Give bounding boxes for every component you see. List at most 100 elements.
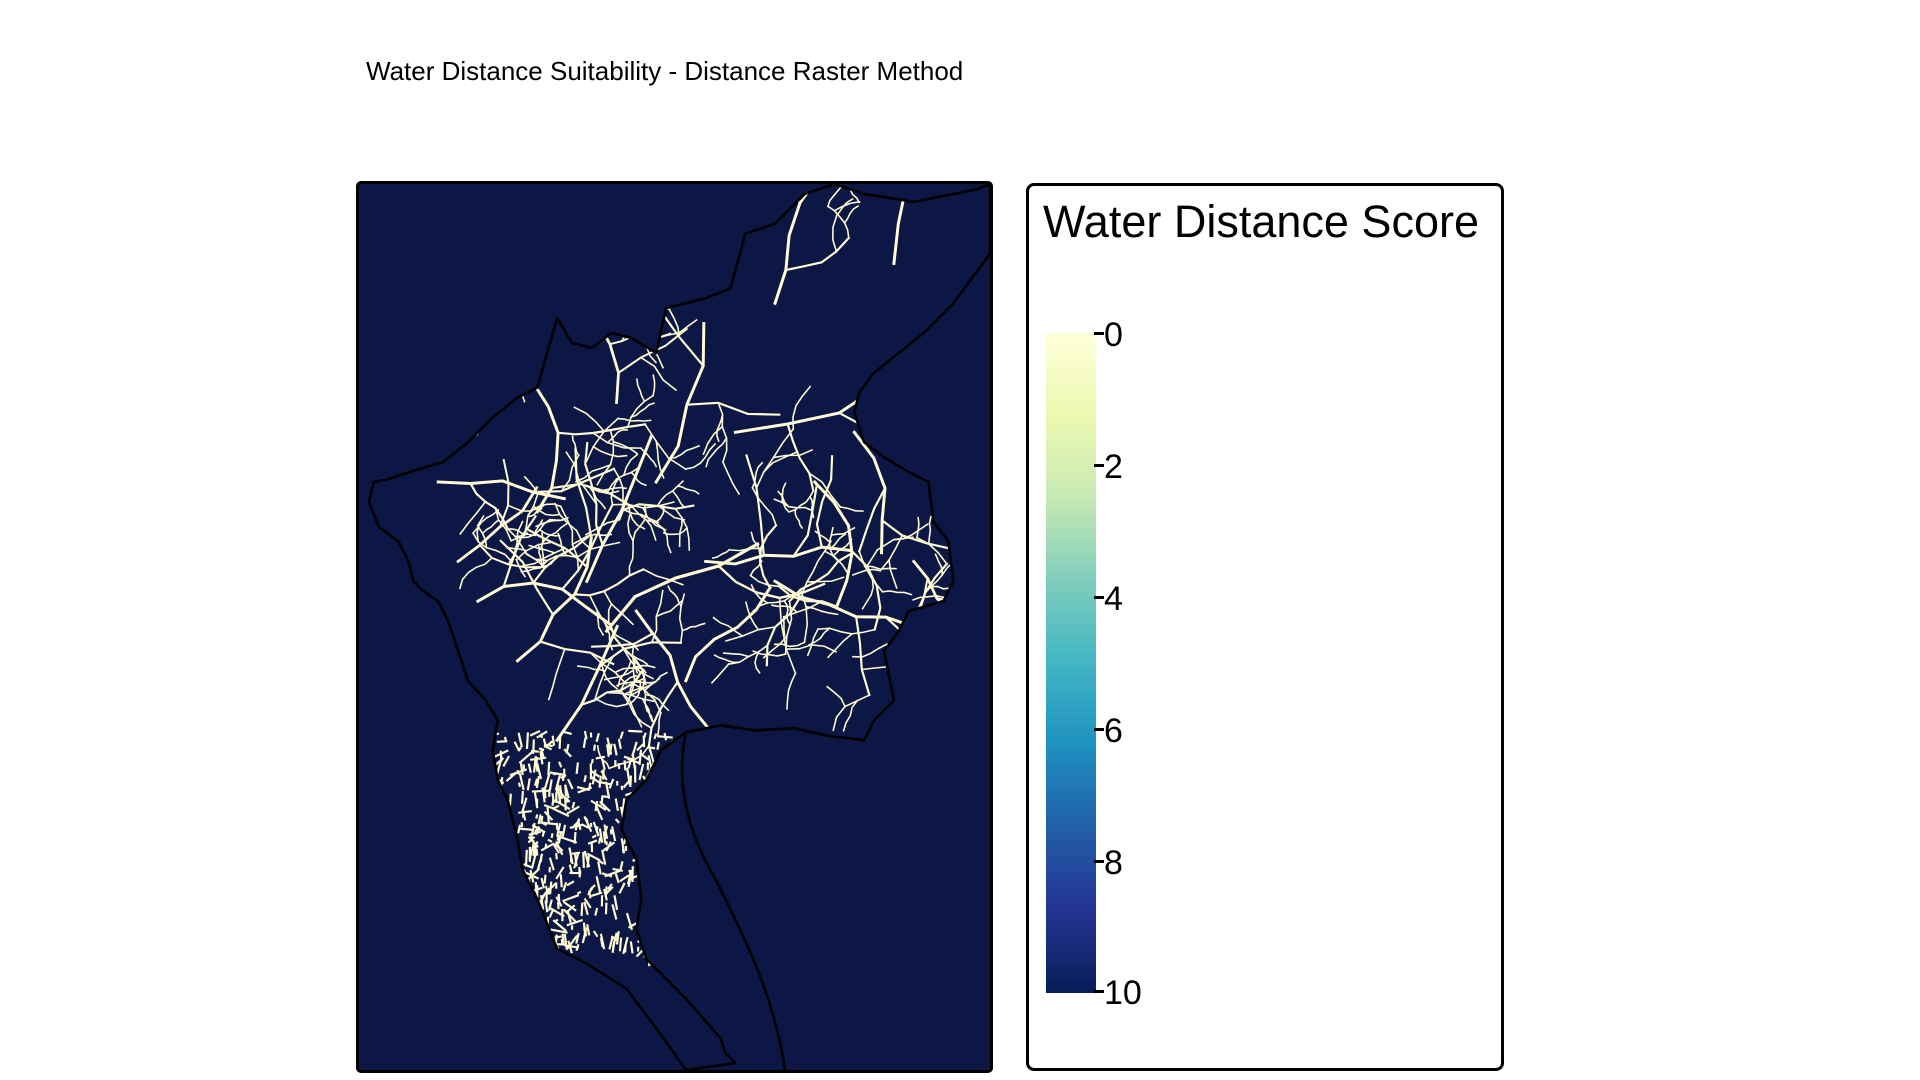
delta-channel: [535, 848, 539, 856]
delta-channel: [525, 732, 529, 750]
delta-channel: [540, 877, 545, 889]
delta-channel: [555, 896, 563, 907]
stream-segment: [642, 568, 684, 586]
stream-segment: [639, 446, 658, 468]
stream-segment: [612, 467, 625, 521]
stream-segment: [574, 447, 593, 539]
stream-segment: [533, 519, 544, 536]
delta-channel: [535, 762, 543, 780]
coastline: [680, 732, 787, 1070]
stream-segment: [912, 595, 945, 601]
delta-channel: [551, 792, 556, 803]
stream-segment: [556, 423, 647, 436]
delta-channel: [556, 785, 562, 804]
delta-channel: [608, 743, 613, 755]
delta-channel: [543, 810, 554, 821]
stream-segment: [596, 609, 605, 636]
stream-segment: [634, 609, 711, 731]
delta-channel: [591, 834, 597, 839]
legend-label-4: 4: [1104, 580, 1123, 618]
delta-channel: [566, 805, 580, 815]
stream-segment: [880, 518, 952, 550]
stream-segment: [593, 656, 614, 702]
stream-segment: [830, 526, 856, 536]
delta-channel: [600, 795, 604, 806]
delta-channel: [619, 731, 624, 740]
delta-channel: [597, 837, 602, 844]
delta-channel: [612, 867, 623, 872]
stream-segment: [652, 374, 656, 397]
delta-channel: [614, 798, 620, 812]
delta-channel: [547, 899, 553, 911]
stream-segment: [685, 401, 781, 416]
delta-channel: [561, 933, 565, 945]
stream-segment: [655, 440, 665, 479]
delta-channel: [556, 902, 560, 910]
delta-channel: [656, 741, 660, 750]
stream-segment: [540, 532, 545, 568]
delta-channel: [555, 822, 559, 831]
delta-channel: [597, 861, 602, 875]
delta-channel: [536, 730, 548, 739]
delta-channel: [590, 799, 607, 811]
stream-segment: [842, 699, 859, 732]
delta-channel: [552, 842, 561, 854]
delta-channel: [547, 761, 551, 776]
stream-segment: [712, 616, 744, 638]
stream-segment: [595, 698, 628, 708]
delta-channel: [629, 775, 633, 787]
stream-segment: [857, 486, 887, 553]
stream-segment: [858, 550, 884, 593]
delta-channel: [538, 747, 545, 752]
delta-channel: [583, 897, 592, 909]
delta-channel: [559, 785, 563, 800]
delta-channel: [575, 762, 580, 775]
stream-segment: [565, 451, 598, 506]
delta-channel: [555, 840, 564, 856]
stream-segment: [852, 430, 887, 555]
stream-segment: [832, 214, 838, 253]
delta-channel: [548, 779, 553, 791]
delta-channel: [562, 881, 568, 892]
stream-segment: [596, 429, 615, 486]
stream-segment: [657, 504, 686, 521]
delta-channel: [521, 809, 527, 821]
stream-segment: [636, 378, 646, 403]
delta-channel: [583, 775, 587, 783]
stream-segment: [458, 556, 494, 590]
delta-channel: [496, 740, 508, 743]
delta-channel: [601, 872, 613, 878]
delta-channel: [582, 851, 585, 868]
delta-channel: [539, 750, 544, 765]
stream-segment: [915, 536, 948, 566]
region-boundary: [367, 184, 990, 1070]
stream-segment: [619, 689, 643, 728]
delta-channel: [590, 758, 594, 764]
stream-segment: [471, 508, 500, 535]
delta-channel: [618, 937, 623, 952]
stream-segment: [728, 547, 762, 552]
delta-channel: [568, 847, 574, 865]
delta-channel: [527, 867, 541, 881]
stream-segment: [716, 413, 724, 443]
delta-channel: [598, 828, 604, 843]
stream-segment: [722, 652, 750, 658]
stream-segment: [807, 627, 831, 647]
stream-segment: [826, 632, 854, 659]
delta-channel: [592, 930, 599, 938]
stream-segment: [678, 593, 686, 644]
delta-channel: [513, 741, 520, 751]
stream-segment: [806, 628, 819, 657]
delta-channel: [614, 818, 620, 824]
delta-channel: [663, 732, 668, 741]
delta-channel: [526, 778, 531, 791]
stream-segment: [630, 402, 655, 419]
stream-segment: [645, 518, 657, 541]
stream-segment: [584, 434, 654, 584]
stream-segment: [832, 693, 871, 732]
delta-channel: [558, 761, 563, 768]
stream-segment: [577, 665, 606, 672]
stream-segment: [622, 453, 639, 477]
delta-channel: [566, 909, 572, 924]
stream-segment: [541, 554, 558, 569]
